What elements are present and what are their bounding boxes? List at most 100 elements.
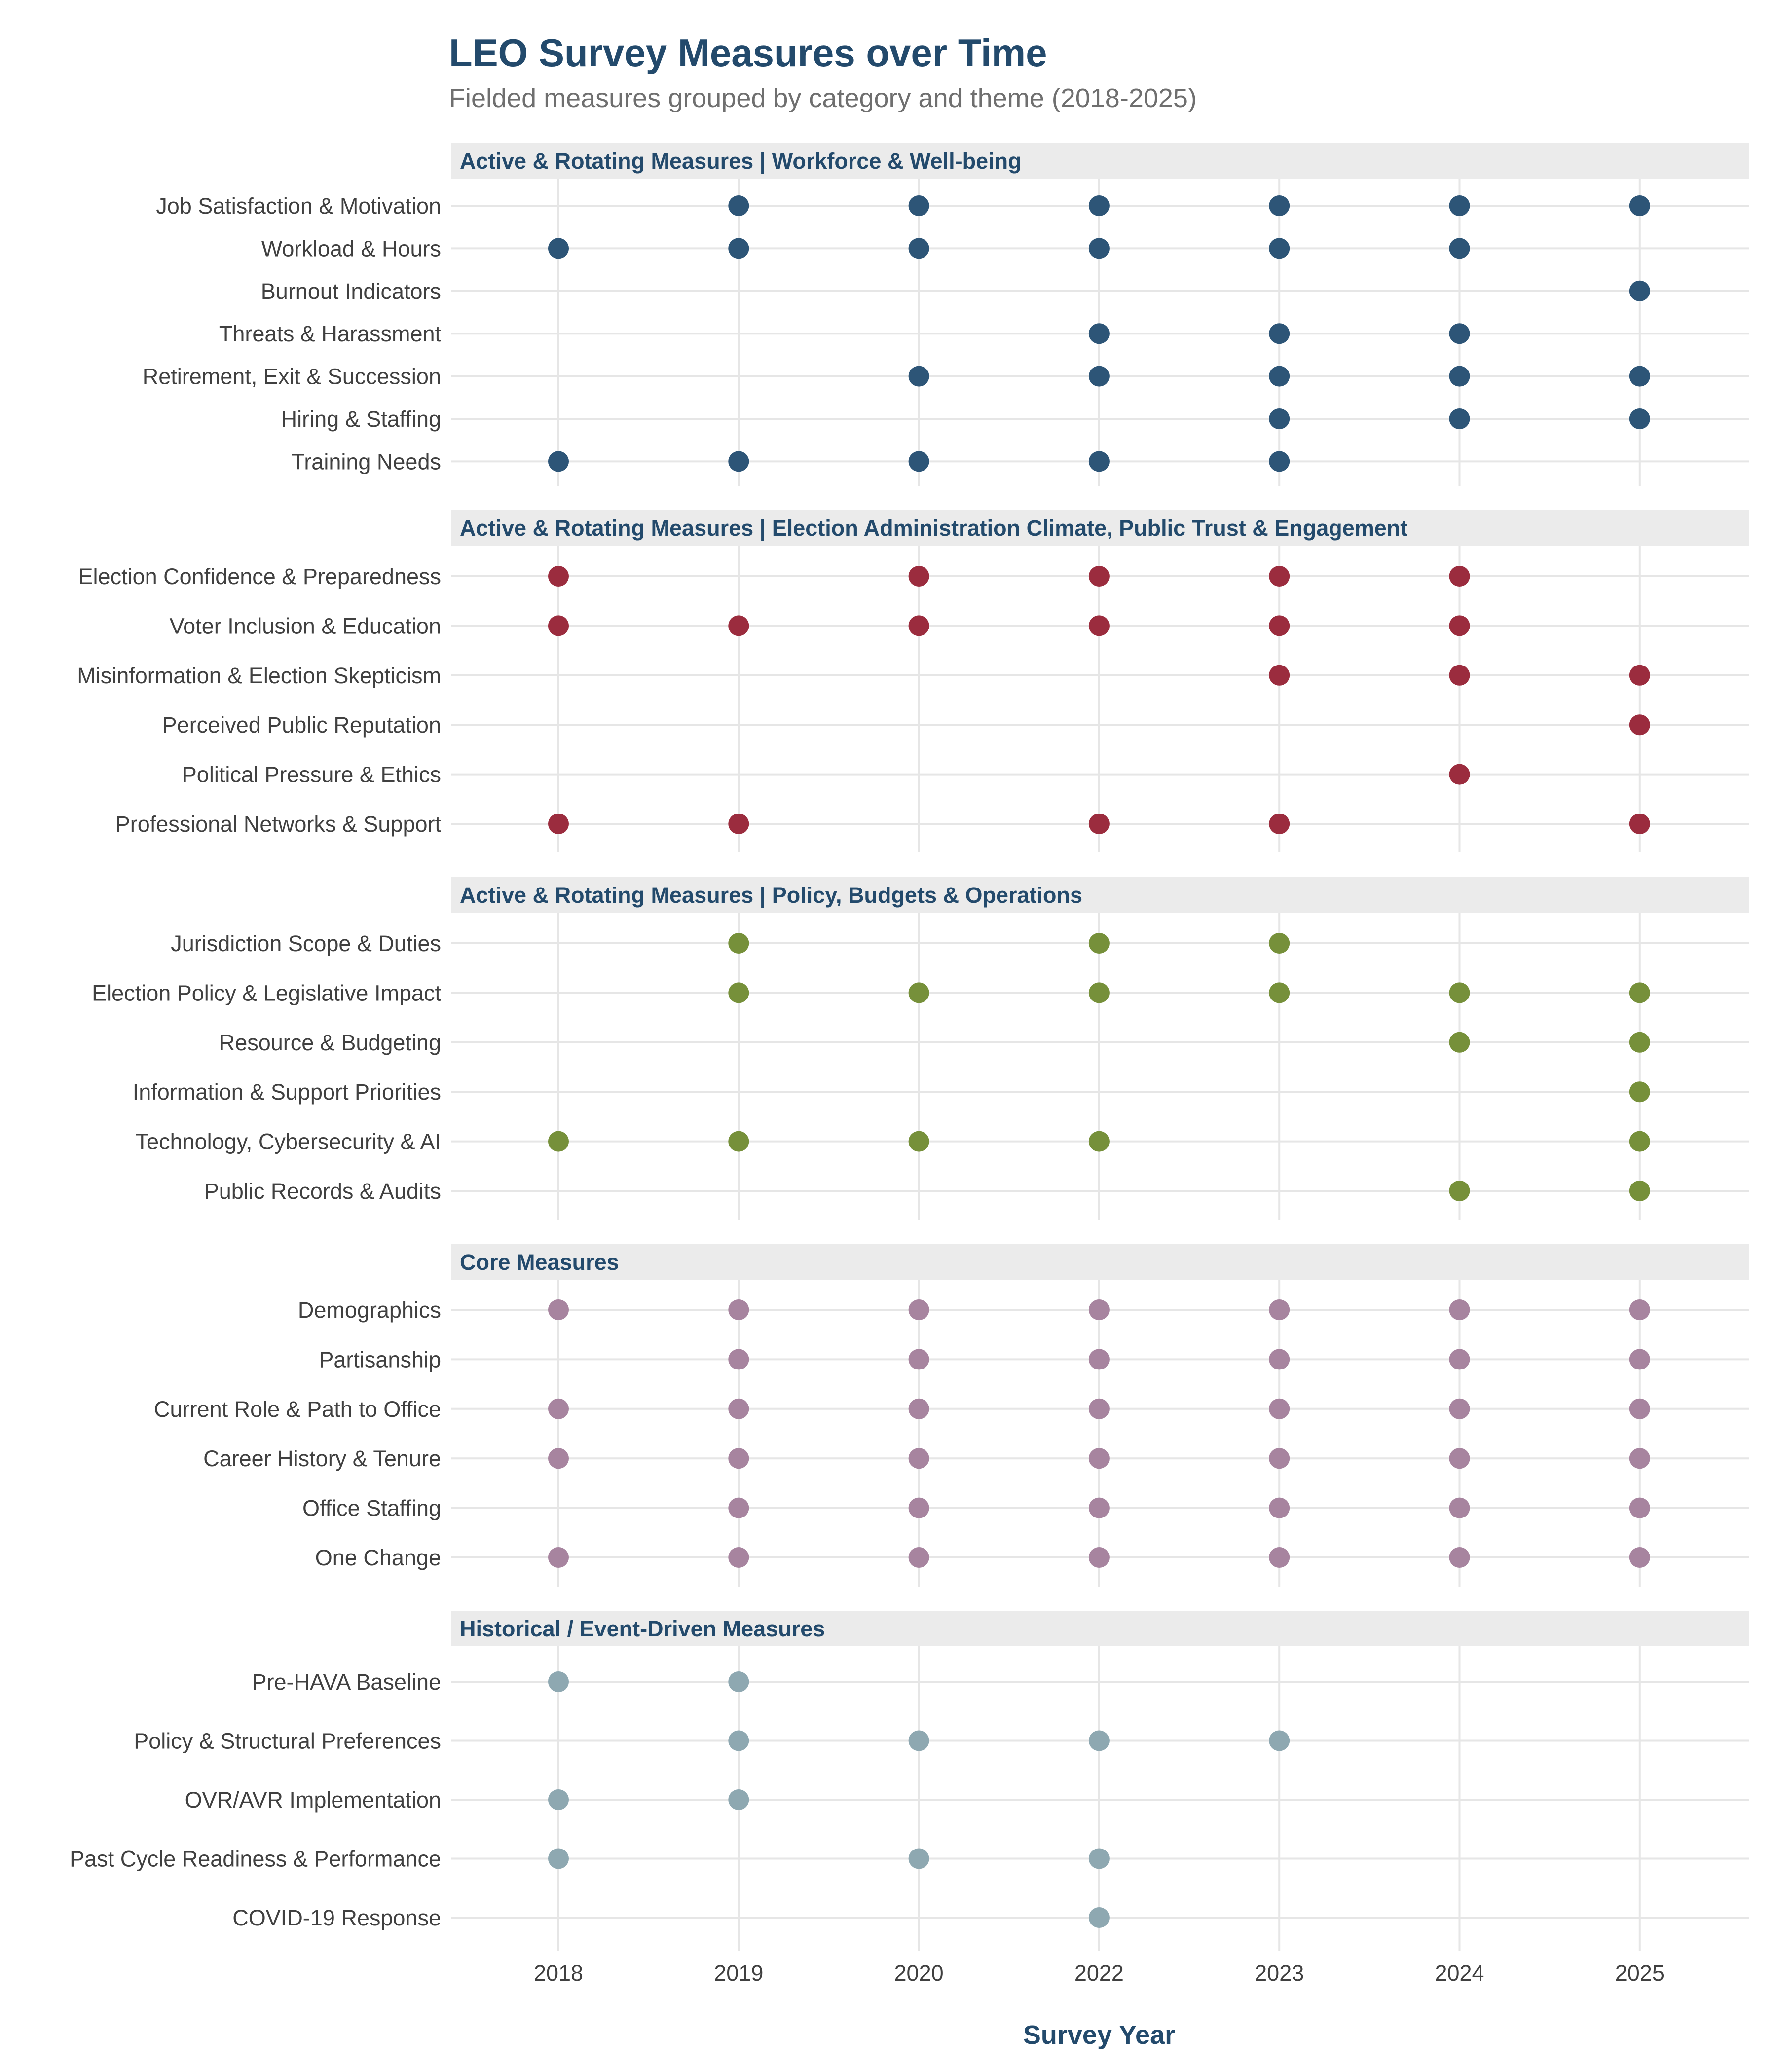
data-point <box>1449 1497 1470 1518</box>
data-point <box>908 1349 929 1370</box>
data-point <box>1088 1730 1110 1751</box>
data-point <box>908 1497 929 1518</box>
facet-panel: Active & Rotating Measures | Election Ad… <box>77 510 1749 852</box>
data-point <box>1088 814 1110 834</box>
data-point <box>908 451 929 472</box>
data-point <box>728 1789 749 1810</box>
x-tick-label: 2024 <box>1435 1961 1484 1986</box>
data-point <box>1629 1497 1650 1518</box>
data-point <box>1088 238 1110 259</box>
data-point <box>1269 933 1290 954</box>
data-point <box>1269 665 1290 686</box>
row-label: Threats & Harassment <box>219 321 442 346</box>
data-point <box>1629 665 1650 686</box>
data-point <box>1629 1181 1650 1201</box>
facet-strip <box>451 877 1749 913</box>
data-point <box>1449 665 1470 686</box>
data-point <box>728 814 749 834</box>
data-point <box>1629 1081 1650 1103</box>
data-point <box>1088 1398 1110 1419</box>
data-point <box>728 615 749 636</box>
data-point <box>1629 1299 1650 1320</box>
data-point <box>1269 982 1290 1003</box>
data-point <box>548 566 569 587</box>
data-point <box>1629 1547 1650 1568</box>
data-point <box>1269 366 1290 387</box>
data-point <box>1449 615 1470 636</box>
data-point <box>1629 1032 1650 1053</box>
data-point <box>1088 1547 1110 1568</box>
row-label: Professional Networks & Support <box>115 812 442 837</box>
facet-strip <box>451 1611 1749 1646</box>
facet-strip-label: Active & Rotating Measures | Election Ad… <box>460 516 1407 541</box>
data-point <box>728 982 749 1003</box>
data-point <box>1449 366 1470 387</box>
data-point <box>1269 1299 1290 1320</box>
data-point <box>908 615 929 636</box>
chart-subtitle: Fielded measures grouped by category and… <box>449 83 1197 113</box>
data-point <box>548 1547 569 1568</box>
row-label: Resource & Budgeting <box>219 1030 441 1055</box>
data-point <box>728 1299 749 1320</box>
chart-panels: Active & Rotating Measures | Workforce &… <box>70 143 1749 1951</box>
row-label: Political Pressure & Ethics <box>182 762 441 787</box>
data-point <box>908 1730 929 1751</box>
row-label: Hiring & Staffing <box>281 407 441 432</box>
data-point <box>1269 1730 1290 1751</box>
data-point <box>908 1299 929 1320</box>
row-label: Perceived Public Reputation <box>162 712 441 738</box>
row-label: Past Cycle Readiness & Performance <box>70 1847 441 1872</box>
data-point <box>728 451 749 472</box>
data-point <box>728 1497 749 1518</box>
data-point <box>1269 451 1290 472</box>
data-point <box>1088 1349 1110 1370</box>
row-label: Election Policy & Legislative Impact <box>92 980 441 1005</box>
data-point <box>1269 814 1290 834</box>
row-label: Voter Inclusion & Education <box>170 613 441 638</box>
data-point <box>1449 1398 1470 1419</box>
facet-strip-label: Active & Rotating Measures | Policy, Bud… <box>460 883 1082 908</box>
row-label: Office Staffing <box>302 1496 441 1521</box>
data-point <box>1269 1497 1290 1518</box>
data-point <box>1269 408 1290 429</box>
data-point <box>1449 238 1470 259</box>
data-point <box>728 195 749 216</box>
x-tick-label: 2022 <box>1074 1961 1124 1986</box>
data-point <box>1449 1547 1470 1568</box>
row-label: Election Confidence & Preparedness <box>78 564 441 589</box>
data-point <box>728 1131 749 1152</box>
data-point <box>908 1131 929 1152</box>
data-point <box>1629 366 1650 387</box>
x-tick-label: 2023 <box>1255 1961 1304 1986</box>
data-point <box>908 1547 929 1568</box>
data-point <box>548 1299 569 1320</box>
data-point <box>908 195 929 216</box>
data-point <box>1088 1131 1110 1152</box>
data-point <box>728 1398 749 1419</box>
facet-strip-label: Active & Rotating Measures | Workforce &… <box>460 148 1022 174</box>
data-point <box>1088 366 1110 387</box>
facet-strip-label: Historical / Event-Driven Measures <box>460 1616 825 1641</box>
data-point <box>1269 566 1290 587</box>
row-label: Policy & Structural Preferences <box>134 1729 441 1754</box>
facet-panel: Active & Rotating Measures | Policy, Bud… <box>92 877 1749 1220</box>
data-point <box>1088 933 1110 954</box>
row-label: OVR/AVR Implementation <box>185 1787 441 1813</box>
facet-strip <box>451 1244 1749 1280</box>
data-point <box>728 933 749 954</box>
data-point <box>1449 1181 1470 1201</box>
x-axis: 2018 2019 2020 2022 2023 2024 2025 <box>534 1961 1665 1986</box>
x-tick-label: 2018 <box>534 1961 583 1986</box>
data-point <box>908 982 929 1003</box>
data-point <box>1269 1547 1290 1568</box>
data-point <box>1449 323 1470 344</box>
data-point <box>1088 1848 1110 1869</box>
data-point <box>1629 982 1650 1003</box>
row-label: Workload & Hours <box>261 236 441 261</box>
data-point <box>1629 814 1650 834</box>
data-point <box>1629 408 1650 429</box>
chart-title: LEO Survey Measures over Time <box>449 31 1047 74</box>
data-point <box>908 366 929 387</box>
data-point <box>1088 982 1110 1003</box>
